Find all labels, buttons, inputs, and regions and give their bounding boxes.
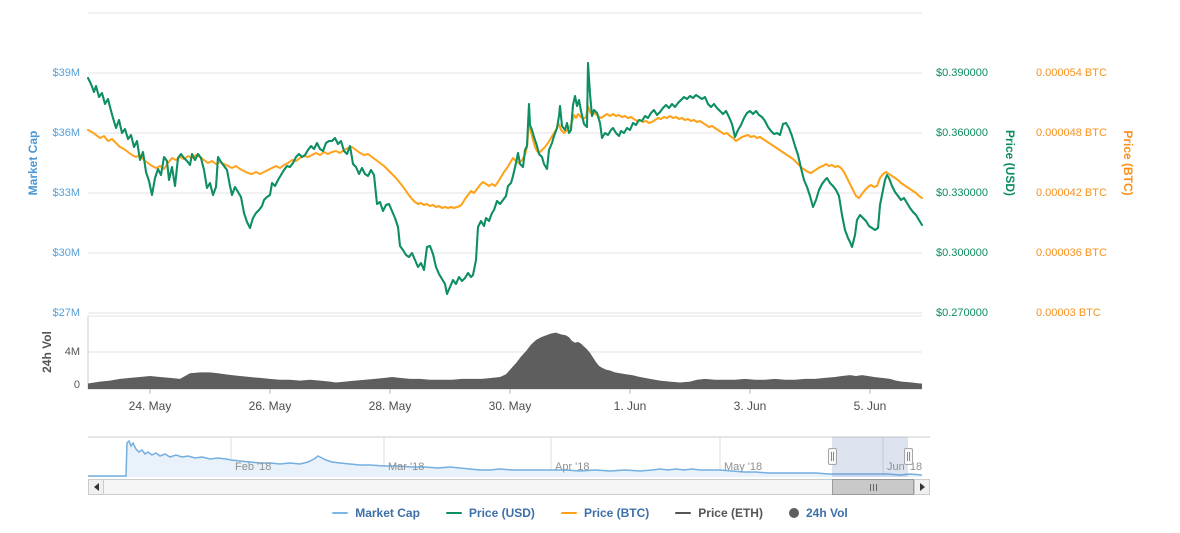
vol-axis-label: 4M <box>64 346 80 358</box>
usd-axis-label: $0.270000 <box>936 307 988 319</box>
x-tick-label: 1. Jun <box>613 399 647 413</box>
x-tick-label: 24. May <box>128 399 172 413</box>
btc-axis-label: 0.000054 BTC <box>1036 67 1107 79</box>
scrollbar-right-arrow[interactable] <box>914 479 930 495</box>
scrollbar-left-arrow[interactable] <box>88 479 104 495</box>
mcap-axis-label: $33M <box>52 187 80 199</box>
mcap-axis-label: $39M <box>52 67 80 79</box>
left-triangle-icon <box>93 483 99 491</box>
legend-label: Price (BTC) <box>583 506 650 520</box>
mcap-axis-label: $36M <box>52 127 80 139</box>
scrollbar-track[interactable] <box>88 479 930 495</box>
right-triangle-icon <box>919 483 925 491</box>
nav-month-label: Feb '18 <box>235 461 272 473</box>
scrollbar-thumb[interactable] <box>832 479 914 495</box>
btc-axis-label: 0.00003 BTC <box>1036 307 1101 319</box>
btc-axis-label: 0.000048 BTC <box>1036 127 1107 139</box>
btc-axis-title: Price (BTC) <box>1121 130 1135 196</box>
nav-month-label: May '18 <box>724 461 763 473</box>
legend: Market Cap Price (USD) Price (BTC) Price… <box>0 506 1180 520</box>
vol-axis-title: 24h Vol <box>40 331 54 373</box>
legend-label: Market Cap <box>355 506 420 520</box>
x-tick-label: 30. May <box>488 399 532 413</box>
btc-axis-label: 0.000036 BTC <box>1036 247 1107 259</box>
legend-item-price-usd[interactable]: Price (USD) <box>445 506 535 520</box>
price-btc-line-icon <box>560 512 577 514</box>
mcap-axis-title: Market Cap <box>26 130 40 196</box>
nav-month-label: Apr '18 <box>555 461 590 473</box>
price-eth-line-icon <box>675 512 692 514</box>
legend-item-price-eth[interactable]: Price (ETH) <box>675 506 763 520</box>
x-tick-label: 28. May <box>368 399 412 413</box>
usd-axis-label: $0.390000 <box>936 67 988 79</box>
nav-month-label: Mar '18 <box>388 461 425 473</box>
navigator-left-handle[interactable] <box>828 448 837 465</box>
legend-label: 24h Vol <box>805 506 848 520</box>
mcap-axis-label: $27M <box>52 307 80 319</box>
navigator-right-handle[interactable] <box>904 448 913 465</box>
price-usd-line-icon <box>445 512 462 514</box>
legend-item-24h-vol[interactable]: 24h Vol <box>788 506 848 520</box>
legend-label: Price (USD) <box>468 506 535 520</box>
legend-label: Price (ETH) <box>698 506 763 520</box>
usd-axis-label: $0.360000 <box>936 127 988 139</box>
usd-axis-title: Price (USD) <box>1003 129 1017 197</box>
usd-axis-label: $0.330000 <box>936 187 988 199</box>
x-tick-label: 5. Jun <box>853 399 887 413</box>
market-cap-line-icon <box>332 512 349 514</box>
x-tick-label: 26. May <box>248 399 292 413</box>
volume-circle-icon <box>788 508 799 518</box>
x-tick-label: 3. Jun <box>733 399 767 413</box>
mcap-axis-label: $30M <box>52 247 80 259</box>
legend-item-price-btc[interactable]: Price (BTC) <box>560 506 650 520</box>
btc-axis-label: 0.000042 BTC <box>1036 187 1107 199</box>
nav-month-label: Jun '18 <box>887 461 923 473</box>
legend-item-market-cap[interactable]: Market Cap <box>332 506 420 520</box>
vol-axis-label: 0 <box>73 379 80 391</box>
usd-axis-label: $0.300000 <box>936 247 988 259</box>
